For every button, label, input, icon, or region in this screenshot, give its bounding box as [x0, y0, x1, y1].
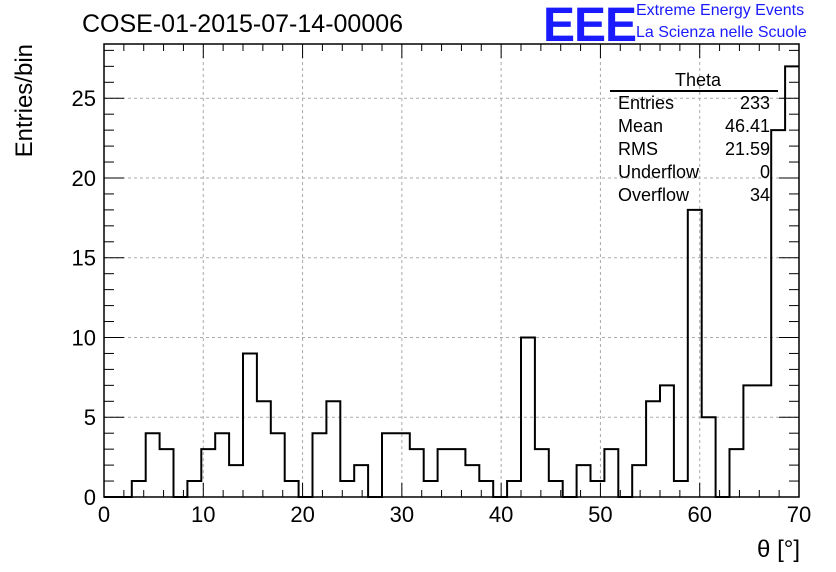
x-tick-label: 60	[687, 502, 711, 527]
histogram-bin	[757, 385, 771, 497]
eee-logo: EEE	[543, 0, 637, 52]
x-tick-label: 40	[489, 502, 513, 527]
stats-value: 46.41	[724, 116, 770, 136]
histogram-bin	[243, 353, 257, 497]
chart-title: COSE-01-2015-07-14-00006	[82, 10, 404, 38]
histogram-bin	[285, 481, 299, 497]
histogram-bin	[396, 433, 410, 497]
y-tick-label: 25	[72, 86, 96, 111]
x-tick-label: 50	[588, 502, 612, 527]
histogram-bin	[229, 465, 243, 497]
histogram-bin	[660, 385, 674, 497]
plot-frame	[103, 43, 800, 498]
stats-value: 0	[759, 162, 770, 182]
histogram-bin	[535, 449, 549, 497]
histogram-bin	[632, 465, 646, 497]
histogram-bin	[507, 481, 521, 497]
stats-label: Entries	[618, 93, 675, 113]
stats-row-rms: RMS 21.59	[610, 138, 778, 161]
histogram-bin	[201, 449, 215, 497]
histogram-bin	[521, 337, 535, 497]
histogram-bin	[146, 433, 160, 497]
stats-value: 34	[749, 185, 770, 205]
histogram-bin	[702, 417, 716, 497]
histogram-bin	[326, 401, 340, 497]
histogram-bin	[215, 433, 229, 497]
histogram-bin	[187, 481, 201, 497]
x-tick-label: 30	[390, 502, 414, 527]
histogram-bin	[730, 449, 744, 497]
stats-value: 233	[739, 93, 770, 113]
x-tick-label: 70	[787, 502, 811, 527]
stats-label: Mean	[618, 116, 664, 136]
histogram-bin	[160, 449, 174, 497]
y-tick-label: 10	[72, 325, 96, 350]
stats-box-title: Theta	[610, 70, 778, 92]
histogram-bin	[313, 433, 327, 497]
y-tick-label: 0	[84, 485, 96, 510]
histogram-bin	[577, 465, 591, 497]
histogram-bin	[604, 449, 618, 497]
y-axis-label: Entries/bin	[11, 44, 38, 157]
histogram-bin	[382, 433, 396, 497]
x-axis-label: θ [°]	[757, 536, 800, 563]
histogram-bin	[785, 66, 799, 497]
histogram-bin	[549, 481, 563, 497]
logo-tagline-2: La Scienza nelle Scuole	[636, 24, 807, 41]
y-tick-label: 20	[72, 166, 96, 191]
histogram-bin	[743, 385, 757, 497]
logo-tagline-1: Extreme Energy Events	[636, 2, 805, 19]
stats-row-underflow: Underflow 0	[610, 161, 778, 184]
histogram-bin	[257, 401, 271, 497]
histogram-bin	[674, 481, 688, 497]
histogram-bin	[340, 481, 354, 497]
stats-row-entries: Entries 233	[610, 92, 778, 115]
y-tick-label: 5	[84, 405, 96, 430]
stats-row-overflow: Overflow 34	[610, 184, 778, 207]
histogram-bin	[591, 481, 605, 497]
y-tick-label: 15	[72, 246, 96, 271]
stats-box: Theta Entries 233 Mean 46.41 RMS 21.59 U…	[610, 70, 778, 207]
histogram-bin	[271, 433, 285, 497]
stats-label: Underflow	[618, 162, 700, 182]
stats-label: Overflow	[618, 185, 690, 205]
stats-value: 21.59	[724, 139, 770, 159]
stats-row-mean: Mean 46.41	[610, 115, 778, 138]
histogram-bin	[410, 449, 424, 497]
histogram-bin	[452, 449, 466, 497]
x-tick-label: 0	[98, 502, 110, 527]
histogram-line	[104, 65, 799, 498]
histogram-bin	[438, 449, 452, 497]
histogram-bin	[132, 481, 146, 497]
x-tick-label: 20	[290, 502, 314, 527]
histogram-bin	[354, 465, 368, 497]
histogram-bin	[688, 210, 702, 497]
stats-label: RMS	[618, 139, 658, 159]
histogram-bin	[479, 481, 493, 497]
x-tick-label: 10	[191, 502, 215, 527]
histogram-bin	[424, 481, 438, 497]
histogram-bin	[646, 401, 660, 497]
histogram-bin	[465, 465, 479, 497]
